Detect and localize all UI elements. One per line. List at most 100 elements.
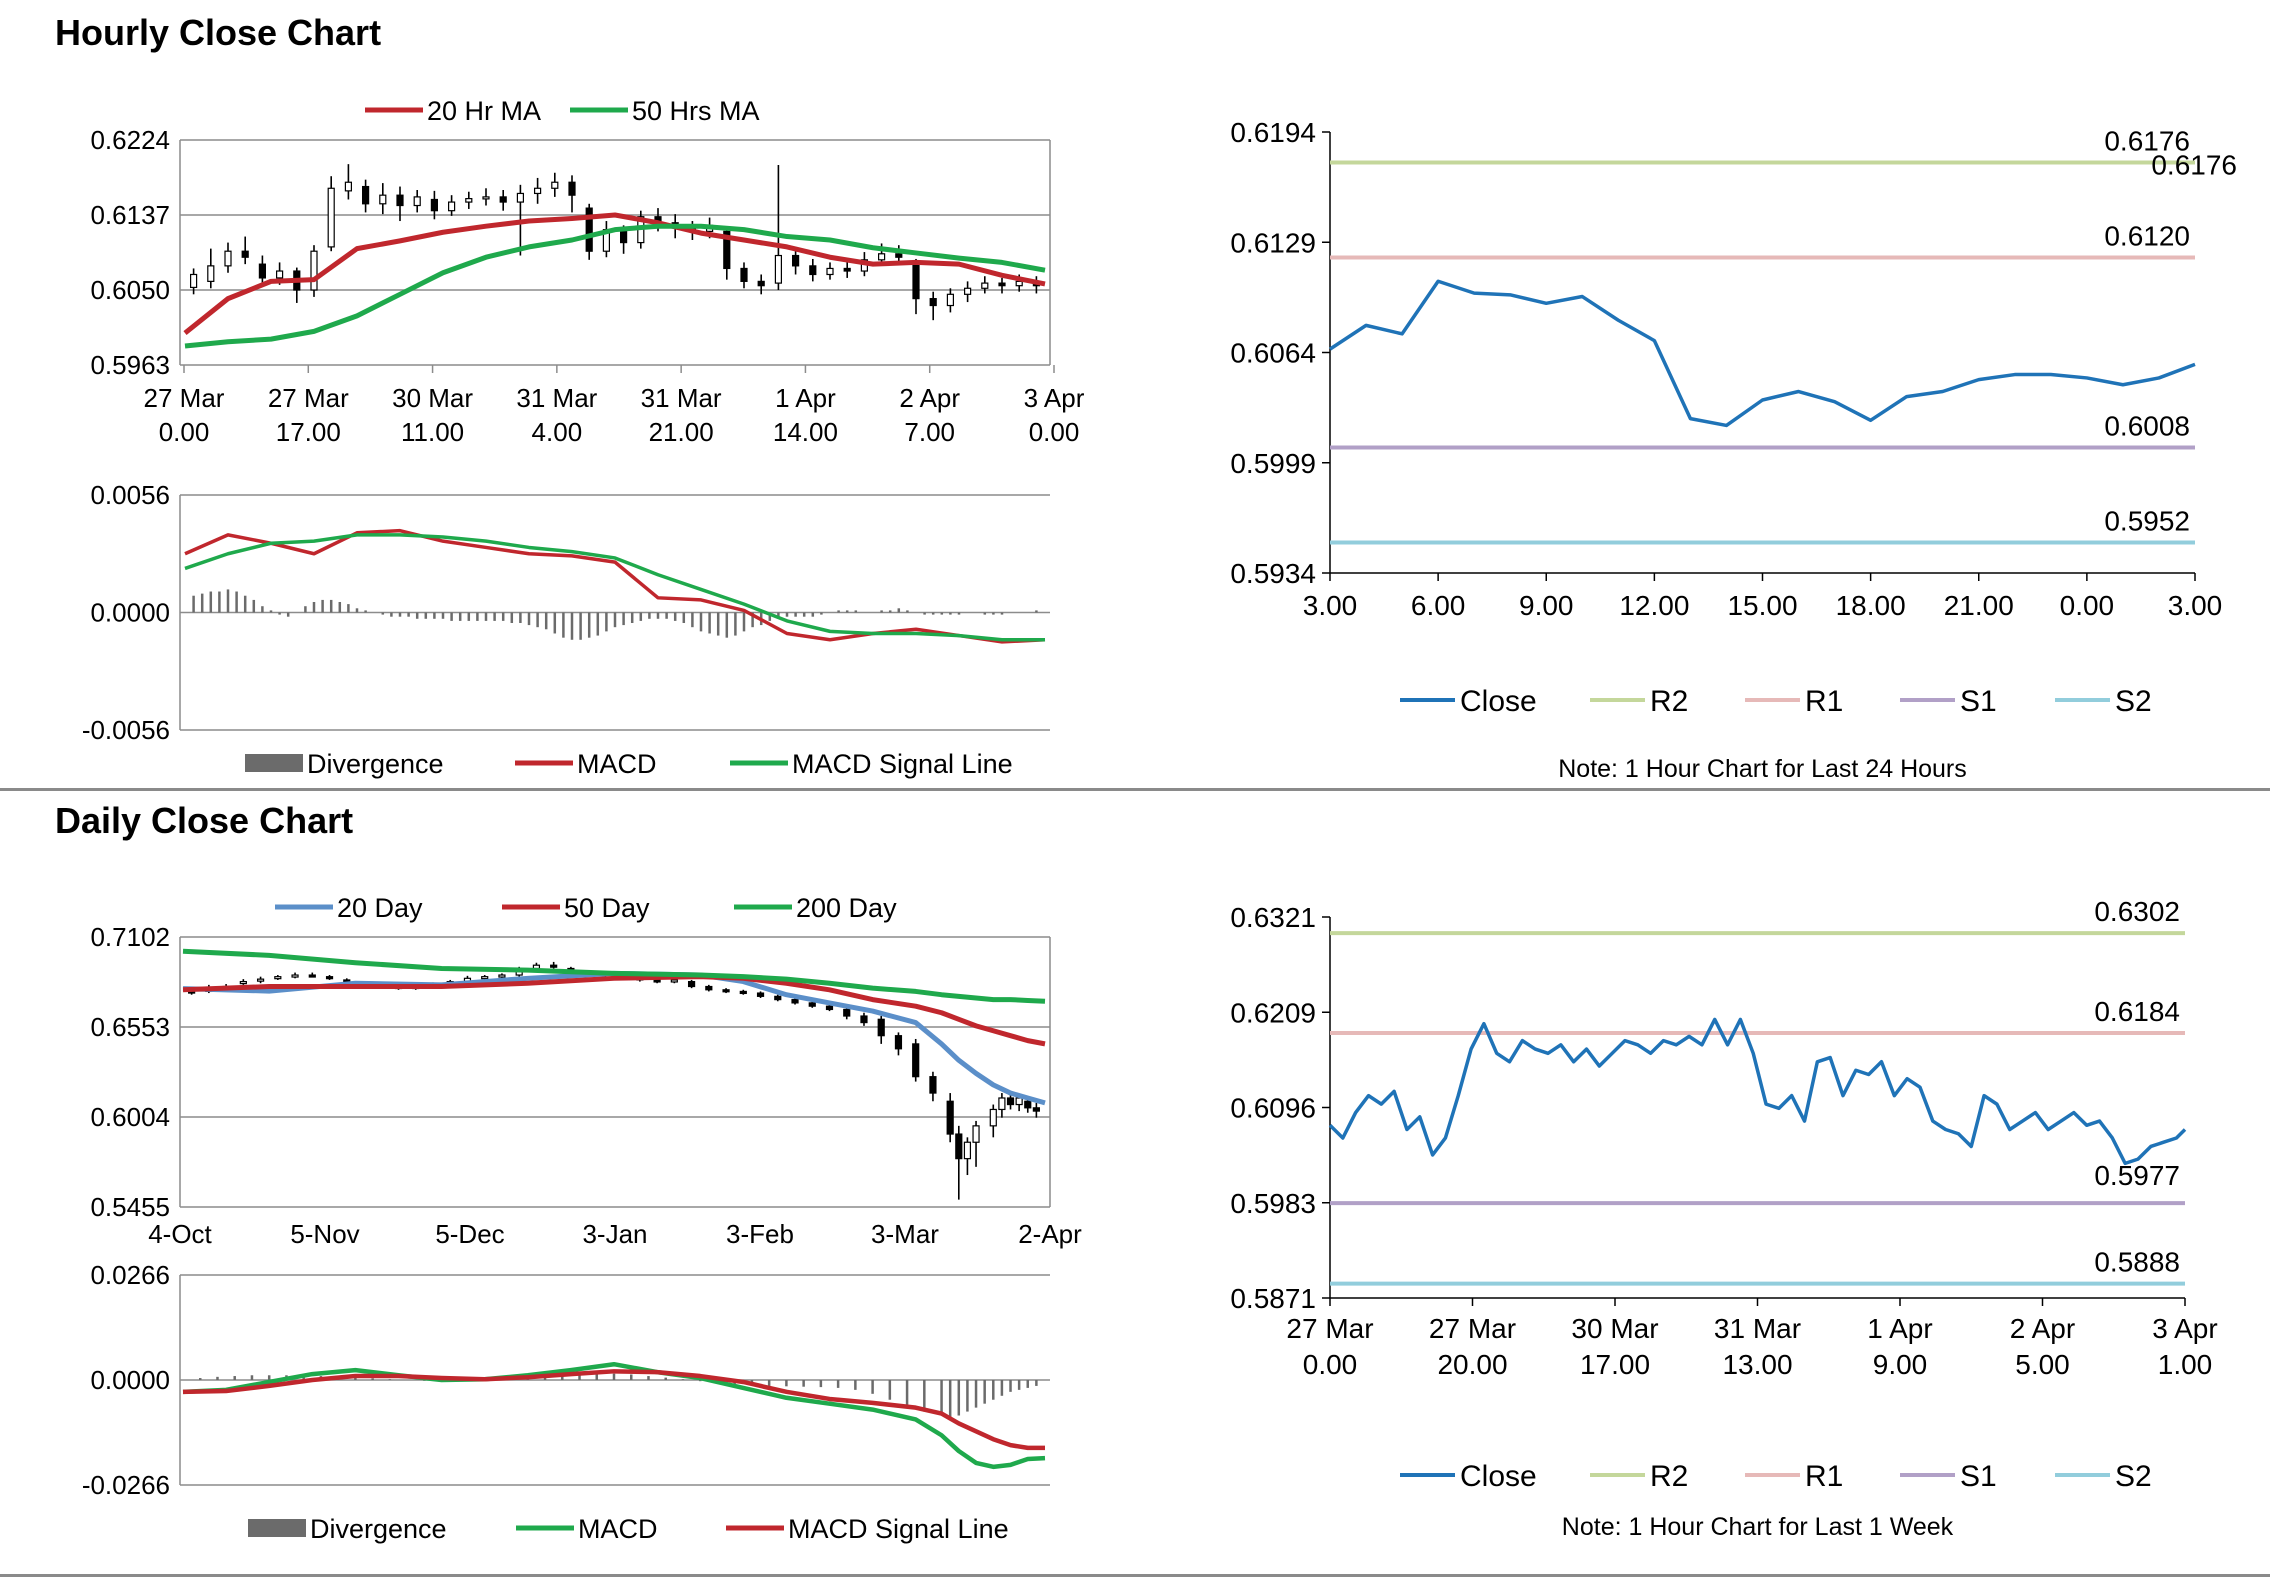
candle-body bbox=[860, 1015, 868, 1024]
candle-body bbox=[241, 250, 249, 258]
x-tick-label: 30 Mar bbox=[392, 383, 473, 413]
candle-body bbox=[516, 192, 525, 203]
x-tick-label: 30 Mar bbox=[1571, 1313, 1658, 1344]
legend-label: Close bbox=[1460, 685, 1537, 718]
candle-body bbox=[551, 181, 559, 189]
x-tick-label: 6.00 bbox=[1411, 590, 1466, 621]
candle-body bbox=[498, 974, 506, 978]
candle-body bbox=[430, 198, 438, 212]
candle-body bbox=[533, 187, 542, 195]
y-tick-label: 0.6064 bbox=[1230, 338, 1316, 369]
x-tick-label: 3.00 bbox=[1303, 590, 1358, 621]
x-tick-label: 9.00 bbox=[1519, 590, 1574, 621]
x-tick-label-time: 17.00 bbox=[1580, 1349, 1650, 1380]
candle-body bbox=[981, 282, 989, 289]
x-tick-label-time: 0.00 bbox=[1303, 1349, 1358, 1380]
y-tick-label: 0.6209 bbox=[1230, 997, 1316, 1028]
candle-body bbox=[998, 1097, 1006, 1111]
y-tick-label: 0.5963 bbox=[90, 350, 170, 380]
candle-body bbox=[687, 980, 696, 988]
candle-body bbox=[912, 1043, 920, 1078]
candle-body bbox=[224, 250, 232, 267]
y-tick-label: 0.6321 bbox=[1230, 902, 1316, 933]
candle-body bbox=[344, 181, 352, 192]
y-tick-label: 0.5871 bbox=[1230, 1283, 1316, 1314]
candle-body bbox=[791, 254, 800, 267]
candle-body bbox=[239, 980, 247, 985]
x-tick-label: 31 Mar bbox=[516, 383, 597, 413]
candle-body bbox=[325, 976, 334, 980]
candle-body bbox=[499, 196, 507, 203]
legend-label: 50 Day bbox=[564, 893, 650, 923]
x-tick-label: 1 Apr bbox=[775, 383, 836, 413]
candle-body bbox=[291, 974, 299, 978]
y-tick-label: 0.0000 bbox=[90, 598, 170, 628]
x-tick-label: 3-Jan bbox=[582, 1219, 647, 1249]
section-divider bbox=[0, 788, 2270, 791]
bottom-divider bbox=[0, 1574, 2270, 1577]
candle-body bbox=[946, 293, 955, 307]
x-tick-label: 3-Feb bbox=[726, 1219, 794, 1249]
x-tick-label: 5-Nov bbox=[290, 1219, 359, 1249]
candle-body bbox=[998, 282, 1006, 287]
y-tick-label: 0.0000 bbox=[90, 1365, 170, 1395]
x-tick-label: 2-Apr bbox=[1018, 1219, 1082, 1249]
x-tick-label: 2 Apr bbox=[2010, 1313, 2075, 1344]
candle-body bbox=[310, 250, 318, 291]
x-tick-label: 1 Apr bbox=[1867, 1313, 1932, 1344]
candle-body bbox=[568, 181, 576, 196]
macd-line-macd-signal-line bbox=[182, 1369, 1045, 1451]
x-tick-label-time: 7.00 bbox=[904, 417, 955, 447]
x-tick-label: 27 Mar bbox=[144, 383, 225, 413]
x-tick-label: 27 Mar bbox=[1429, 1313, 1516, 1344]
candle-body bbox=[362, 185, 370, 205]
candle-body bbox=[1032, 1107, 1040, 1112]
legend-label: 20 Hr MA bbox=[427, 96, 541, 126]
candle-body bbox=[207, 265, 215, 282]
y-tick-label: 0.5999 bbox=[1230, 448, 1316, 479]
x-tick-label-time: 0.00 bbox=[159, 417, 210, 447]
hourly-chart-title: Hourly Close Chart bbox=[55, 12, 382, 53]
legend-label: Close bbox=[1460, 1460, 1537, 1493]
legend-label: R2 bbox=[1650, 1460, 1688, 1493]
candle-body bbox=[1024, 1100, 1032, 1109]
candle-body bbox=[756, 992, 765, 997]
level-label-r2-secondary: 0.6176 bbox=[2151, 150, 2237, 181]
y-tick-label: -0.0266 bbox=[82, 1470, 170, 1500]
x-tick-label-time: 4.00 bbox=[532, 417, 583, 447]
candle-body bbox=[705, 985, 713, 991]
legend-label: 50 Hrs MA bbox=[632, 96, 760, 126]
x-tick-label-time: 21.00 bbox=[649, 417, 714, 447]
candle-body bbox=[774, 995, 782, 1001]
close-line bbox=[1328, 1017, 2187, 1166]
legend-label: S2 bbox=[2115, 1460, 2152, 1493]
daily-macd-chart: 0.0266 0.0000 -0.0266 Divergence MACD MACD Si… bbox=[82, 1260, 1050, 1544]
legend-label: 20 Day bbox=[337, 893, 423, 923]
x-tick-label-time: 5.00 bbox=[2015, 1349, 2070, 1380]
candle-body bbox=[739, 990, 747, 995]
candle-body bbox=[955, 1133, 963, 1160]
x-tick-label-time: 13.00 bbox=[1722, 1349, 1792, 1380]
x-tick-label: 31 Mar bbox=[1714, 1313, 1801, 1344]
y-tick-label: 0.6194 bbox=[1230, 117, 1316, 148]
legend-label: S2 bbox=[2115, 685, 2152, 718]
daily-pivot-chart: 0.6321 0.6209 0.6096 0.5983 0.5871 0.6302 0.61… bbox=[1230, 896, 2217, 1541]
y-tick-label: 0.0056 bbox=[90, 480, 170, 510]
hourly-macd-chart: 0.0056 0.0000 -0.0056 Divergence MACD MACD Si… bbox=[82, 480, 1050, 779]
candle-body bbox=[1006, 1097, 1015, 1106]
x-tick-label: 3 Apr bbox=[1024, 383, 1085, 413]
candle-body bbox=[757, 280, 765, 287]
ma-line-50-day bbox=[182, 974, 1046, 1047]
candle-body bbox=[963, 287, 972, 295]
candle-body bbox=[929, 298, 937, 307]
candle-body bbox=[258, 263, 266, 279]
ma-line-50-hrs-ma bbox=[184, 223, 1046, 349]
x-tick-label: 21.00 bbox=[1944, 590, 2014, 621]
y-tick-label: 0.5934 bbox=[1230, 558, 1316, 589]
legend-label: MACD bbox=[578, 1514, 658, 1544]
candle-body bbox=[550, 964, 558, 968]
level-label-s1: 0.6008 bbox=[2104, 410, 2190, 441]
candle-body bbox=[912, 263, 920, 300]
candle-body bbox=[413, 196, 421, 207]
x-tick-label-time: 9.00 bbox=[1873, 1349, 1928, 1380]
